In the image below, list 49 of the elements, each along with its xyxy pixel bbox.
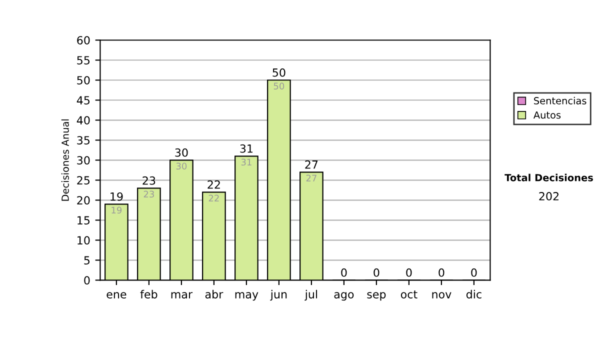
x-tick-label: dic [466, 290, 482, 298]
x-tick-label: oct [400, 290, 418, 298]
total-label: 50 [272, 68, 286, 77]
y-axis-title: Decisiones Anual [61, 119, 69, 201]
x-tick-label: sep [367, 292, 386, 301]
y-tick-label: 50 [77, 76, 90, 85]
data-label: 22 [208, 194, 219, 202]
y-tick-label: 30 [77, 156, 90, 165]
y-tick-label: 60 [77, 36, 90, 44]
total-label: 27 [305, 160, 318, 169]
y-tick-label: 40 [76, 116, 90, 125]
total-label: 23 [142, 176, 156, 185]
total-label: 30 [175, 148, 188, 157]
x-tick-label: abr [205, 290, 224, 298]
y-tick-label: 15 [78, 216, 90, 225]
x-tick-label: jul [304, 290, 318, 301]
data-label: 19 [112, 206, 122, 214]
data-label: 27 [306, 174, 316, 182]
x-tick-label: ene [106, 292, 126, 298]
total-label: 0 [438, 268, 444, 277]
x-tick-label: jun [270, 290, 287, 301]
total-label: 22 [208, 180, 220, 189]
x-tick-label: feb [140, 290, 158, 298]
total-label: 0 [406, 268, 412, 277]
total-label: 0 [341, 268, 347, 277]
y-tick-label: 0 [84, 276, 90, 285]
y-tick-label: 45 [76, 96, 90, 105]
legend-label: Sentencias [534, 96, 586, 104]
x-tick-label: may [235, 292, 258, 301]
y-tick-label: 55 [77, 56, 90, 65]
data-label: 30 [176, 162, 187, 170]
text: 202 [539, 192, 558, 200]
data-label: 31 [241, 158, 252, 166]
y-tick-label: 10 [78, 236, 90, 245]
data-label: 50 [274, 82, 284, 90]
legend-label: Autos [533, 111, 561, 119]
total-label: 0 [374, 268, 380, 277]
text: Total Decisiones [504, 174, 593, 182]
y-tick-label: 35 [77, 136, 90, 145]
y-tick-label: 5 [84, 256, 90, 265]
y-tick-label: 20 [77, 196, 90, 205]
x-tick-label: nov [432, 292, 452, 298]
x-tick-label: ago [334, 292, 354, 301]
x-tick-label: mar [171, 292, 193, 298]
total-label: 0 [471, 268, 477, 277]
y-tick-label: 25 [77, 176, 90, 185]
total-label: 19 [110, 192, 123, 201]
total-label: 31 [240, 144, 252, 153]
data-label: 23 [144, 190, 154, 198]
